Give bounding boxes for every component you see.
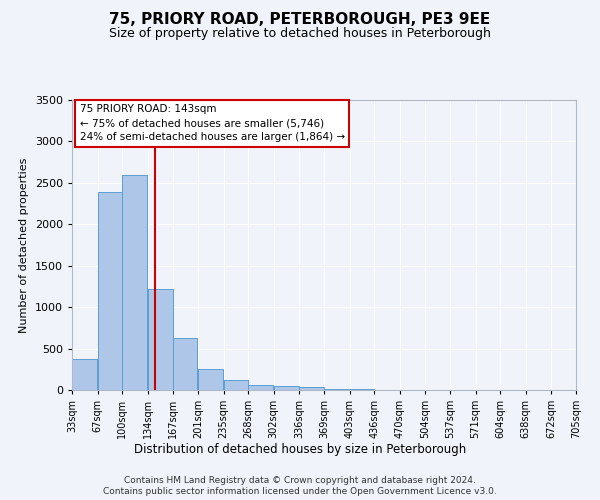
Text: 75, PRIORY ROAD, PETERBOROUGH, PE3 9EE: 75, PRIORY ROAD, PETERBOROUGH, PE3 9EE	[109, 12, 491, 28]
Y-axis label: Number of detached properties: Number of detached properties	[19, 158, 29, 332]
Bar	[349, 389, 374, 390]
Text: Contains public sector information licensed under the Open Government Licence v3: Contains public sector information licen…	[103, 488, 497, 496]
Text: Contains HM Land Registry data © Crown copyright and database right 2024.: Contains HM Land Registry data © Crown c…	[124, 476, 476, 485]
Bar	[223, 380, 248, 390]
Bar	[72, 358, 97, 390]
Bar	[198, 370, 223, 390]
Bar	[122, 174, 147, 390]
Text: 75 PRIORY ROAD: 143sqm
← 75% of detached houses are smaller (5,746)
24% of semi-: 75 PRIORY ROAD: 143sqm ← 75% of detached…	[80, 104, 344, 142]
Bar	[324, 389, 349, 390]
Text: Distribution of detached houses by size in Peterborough: Distribution of detached houses by size …	[134, 442, 466, 456]
Bar	[274, 386, 299, 390]
Bar	[173, 338, 197, 390]
Bar	[148, 289, 173, 390]
Text: Size of property relative to detached houses in Peterborough: Size of property relative to detached ho…	[109, 28, 491, 40]
Bar	[97, 192, 122, 390]
Bar	[248, 385, 273, 390]
Bar	[299, 386, 324, 390]
